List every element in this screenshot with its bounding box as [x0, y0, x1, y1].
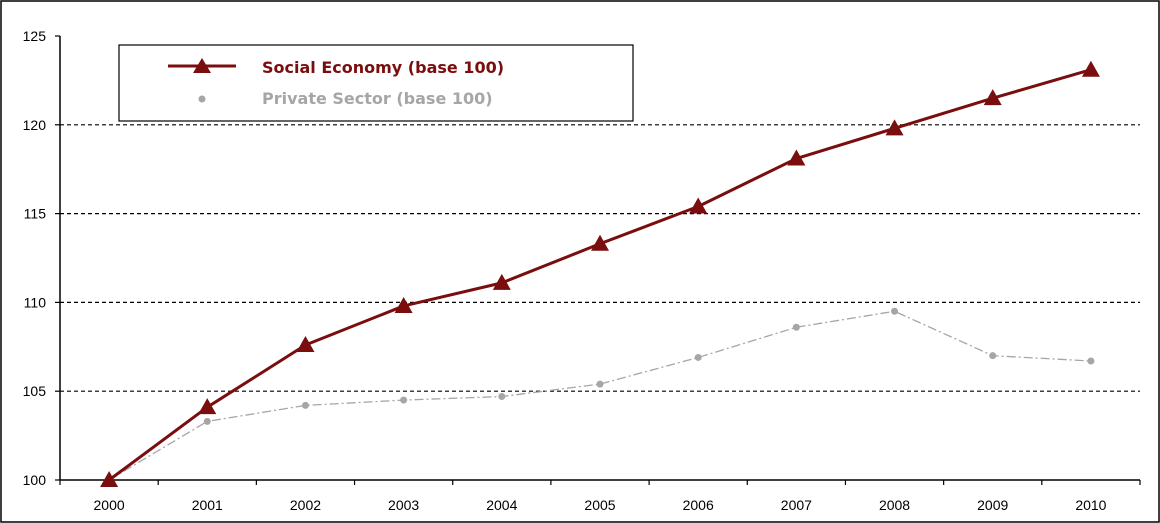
point-social-economy-2000 — [100, 471, 119, 487]
point-private-sector-2005 — [596, 380, 604, 388]
x-tick-label-2006: 2006 — [683, 497, 714, 513]
axes — [59, 36, 1140, 481]
x-tick-label-2003: 2003 — [388, 497, 419, 513]
legend-marker-social-economy — [193, 58, 211, 73]
legend-box — [118, 44, 634, 122]
x-tick-label-2004: 2004 — [486, 497, 517, 513]
y-tick-label-120: 120 — [23, 117, 47, 133]
point-social-economy-2001 — [198, 398, 217, 415]
x-tick-label-2007: 2007 — [781, 497, 812, 513]
point-private-sector-2001 — [203, 417, 211, 425]
x-tick-label-2002: 2002 — [290, 497, 321, 513]
point-private-sector-2009 — [989, 352, 997, 360]
point-social-economy-2005 — [591, 234, 609, 251]
x-tick-label-2005: 2005 — [584, 497, 615, 513]
point-social-economy-2003 — [394, 296, 413, 313]
y-tick-label-125: 125 — [23, 28, 47, 44]
point-social-economy-2004 — [492, 273, 511, 290]
x-tick-label-2000: 2000 — [94, 497, 125, 513]
series-layer — [100, 60, 1100, 487]
y-tick-label-110: 110 — [24, 294, 47, 310]
legend-label-social-economy: Social Economy (base 100) — [262, 58, 504, 77]
x-tick-label-2010: 2010 — [1075, 497, 1106, 513]
y-axis-ticks: 100 105 110 115 120 125 — [23, 28, 60, 488]
gridlines — [60, 124, 1140, 392]
point-private-sector-2002 — [301, 401, 309, 409]
x-axis-ticks: 2000 2001 2002 2003 2004 2005 2006 2007 2008 2009… — [59, 480, 1141, 513]
y-tick-label-115: 115 — [24, 206, 47, 222]
x-tick-label-2009: 2009 — [977, 497, 1008, 513]
point-private-sector-2003 — [400, 396, 408, 404]
point-private-sector-2006 — [694, 353, 702, 361]
legend: Social Economy (base 100) Private Sector… — [118, 44, 634, 122]
point-social-economy-2006 — [689, 197, 708, 214]
legend-marker-private-sector — [198, 95, 206, 103]
y-tick-label-105: 105 — [23, 383, 47, 399]
point-private-sector-2010 — [1087, 357, 1095, 365]
y-tick-label-100: 100 — [23, 472, 47, 488]
point-private-sector-2007 — [792, 323, 800, 331]
point-social-economy-2008 — [885, 119, 904, 136]
x-tick-label-2008: 2008 — [879, 497, 910, 513]
point-social-economy-2007 — [787, 149, 806, 166]
point-private-sector-2008 — [891, 307, 899, 315]
legend-label-private-sector: Private Sector (base 100) — [262, 89, 493, 108]
point-private-sector-2004 — [498, 393, 506, 401]
point-social-economy-2002 — [296, 336, 315, 353]
point-social-economy-2009 — [983, 89, 1002, 106]
x-tick-label-2001: 2001 — [192, 497, 223, 513]
point-social-economy-2010 — [1081, 60, 1100, 77]
